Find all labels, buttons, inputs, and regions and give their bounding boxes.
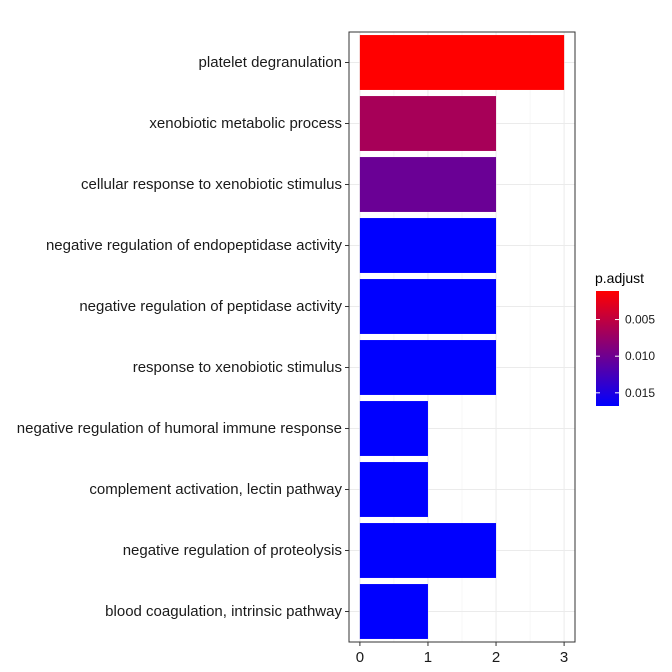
y-tick-label: negative regulation of peptidase activit…	[79, 298, 342, 315]
y-axis: platelet degranulation xenobiotic metabol…	[17, 54, 349, 620]
y-tick-label: platelet degranulation	[199, 54, 342, 71]
plot-panel-border	[348, 31, 576, 643]
y-tick-label: cellular response to xenobiotic stimulus	[81, 176, 342, 193]
bar	[359, 462, 428, 517]
bar	[359, 340, 497, 395]
legend-colorbar	[596, 291, 619, 406]
y-tick-label: negative regulation of proteolysis	[123, 542, 342, 559]
bar	[359, 279, 497, 334]
x-tick-label: 3	[560, 649, 568, 666]
y-tick-label: negative regulation of endopeptidase act…	[46, 237, 343, 254]
legend-tick-label: 0.005	[625, 313, 655, 327]
x-tick-label: 1	[424, 649, 432, 666]
bar	[359, 401, 428, 456]
y-tick-label: negative regulation of humoral immune re…	[17, 420, 342, 437]
x-tick-label: 0	[356, 649, 364, 666]
bar	[359, 157, 497, 212]
legend-title: p.adjust	[595, 270, 644, 286]
legend-tick-label: 0.010	[625, 349, 655, 363]
x-axis: 0 1 2 3	[356, 642, 568, 666]
bar	[359, 523, 497, 578]
legend-tick-label: 0.015	[625, 386, 655, 400]
bar	[359, 584, 428, 639]
bar	[359, 35, 565, 90]
bar	[359, 218, 497, 273]
y-tick-label: response to xenobiotic stimulus	[133, 359, 342, 376]
bar	[359, 96, 497, 151]
legend: p.adjust 0.005 0.010 0.015	[595, 270, 655, 406]
y-tick-label: blood coagulation, intrinsic pathway	[105, 603, 342, 620]
bars	[359, 35, 565, 639]
y-tick-label: complement activation, lectin pathway	[89, 481, 342, 498]
y-tick-label: xenobiotic metabolic process	[149, 115, 342, 132]
x-tick-label: 2	[492, 649, 500, 666]
